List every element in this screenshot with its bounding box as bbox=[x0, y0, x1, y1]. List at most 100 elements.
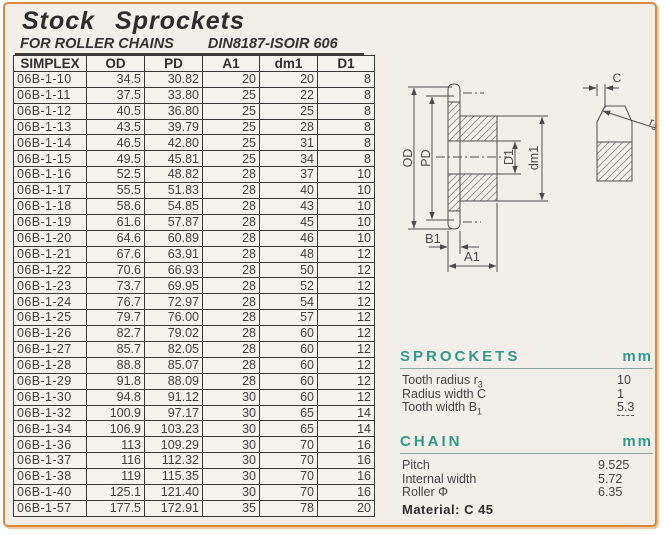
cell-simplex: 06B-1-40 bbox=[13, 484, 87, 501]
cell-d1: 20 bbox=[317, 499, 375, 517]
cell-od: 76.7 bbox=[86, 293, 145, 311]
cell-simplex: 06B-1-32 bbox=[13, 404, 87, 422]
cell-simplex: 06B-1-34 bbox=[13, 420, 87, 438]
cell-d1: 12 bbox=[317, 372, 375, 390]
cell-a1: 30 bbox=[202, 484, 260, 501]
cell-simplex: 06B-1-17 bbox=[13, 182, 87, 200]
column-header-simplex: SIMPLEX bbox=[13, 55, 87, 72]
cell-a1: 30 bbox=[202, 420, 260, 438]
spec-row: Tooth width B1 5.3 bbox=[402, 400, 635, 417]
spec-value: 10 bbox=[617, 373, 631, 387]
cell-a1: 30 bbox=[202, 452, 260, 470]
cell-simplex: 06B-1-28 bbox=[13, 356, 87, 374]
r3-label: r3 bbox=[647, 115, 661, 133]
spec-row: Roller Φ 6.35 bbox=[402, 485, 623, 499]
cell-a1: 28 bbox=[202, 182, 260, 200]
cell-dm1: 46 bbox=[259, 229, 318, 247]
cell-pd: 109.29 bbox=[144, 436, 203, 454]
subtitle-text: FOR ROLLER CHAINS bbox=[20, 36, 174, 52]
cell-simplex: 06B-1-37 bbox=[13, 452, 87, 470]
cell-dm1: 31 bbox=[259, 134, 318, 152]
cell-dm1: 43 bbox=[259, 198, 318, 215]
tooth-profile-hatch bbox=[596, 141, 633, 182]
cell-od: 85.7 bbox=[86, 341, 145, 358]
cell-od: 94.8 bbox=[86, 388, 145, 406]
table-row: 06B-1-14 46.5 42.80 25 31 8 bbox=[13, 134, 375, 152]
spec-row: Radius width C 1 bbox=[402, 386, 624, 401]
cell-od: 55.5 bbox=[86, 182, 145, 200]
cell-d1: 14 bbox=[317, 420, 375, 438]
cell-simplex: 06B-1-30 bbox=[13, 388, 87, 406]
cell-od: 49.5 bbox=[86, 150, 145, 168]
cell-od: 91.8 bbox=[86, 372, 145, 390]
cell-pd: 60.89 bbox=[144, 229, 203, 247]
cell-simplex: 06B-1-25 bbox=[13, 309, 87, 327]
cell-pd: 63.91 bbox=[144, 245, 203, 263]
page-frame: Stock Sprockets FOR ROLLER CHAINS DIN818… bbox=[3, 2, 658, 527]
cell-d1: 16 bbox=[317, 436, 375, 454]
table-row: 06B-1-27 85.7 82.05 28 60 12 bbox=[13, 341, 375, 358]
cell-d1: 12 bbox=[317, 356, 375, 374]
cell-od: 88.8 bbox=[86, 356, 145, 374]
table-row: 06B-1-37 116 112.32 30 70 16 bbox=[13, 452, 375, 470]
table-row: 06B-1-16 52.5 48.82 28 37 10 bbox=[13, 166, 375, 184]
cell-d1: 10 bbox=[317, 198, 375, 215]
sprocket-table: SIMPLEX OD PD A1 dm1 D1 06B-1-10 34.5 30… bbox=[13, 55, 375, 517]
table-row: 06B-1-24 76.7 72.97 28 54 12 bbox=[13, 293, 375, 311]
cell-a1: 30 bbox=[202, 436, 260, 454]
cell-pd: 33.80 bbox=[144, 86, 203, 104]
cell-pd: 115.35 bbox=[144, 468, 203, 486]
cell-od: 79.7 bbox=[86, 309, 145, 327]
standard-ref: DIN8187-ISOIR 606 bbox=[207, 36, 338, 52]
table-row: 06B-1-13 43.5 39.79 25 28 8 bbox=[13, 118, 375, 136]
cell-dm1: 52 bbox=[259, 277, 318, 295]
cell-pd: 79.02 bbox=[144, 325, 203, 343]
spec-row: Pitch 9.525 bbox=[402, 458, 630, 472]
cell-d1: 8 bbox=[317, 102, 375, 120]
dm1-label: dm1 bbox=[527, 146, 541, 170]
cell-a1: 25 bbox=[202, 102, 260, 120]
chain-heading: CHAIN bbox=[400, 433, 463, 450]
cell-pd: 85.07 bbox=[144, 356, 203, 374]
column-header-a1: A1 bbox=[202, 55, 260, 72]
cell-dm1: 50 bbox=[259, 261, 318, 279]
cell-a1: 28 bbox=[202, 213, 260, 231]
cell-dm1: 65 bbox=[259, 404, 318, 422]
subtitle-rule bbox=[15, 53, 364, 55]
cell-pd: 48.82 bbox=[144, 166, 203, 184]
cell-simplex: 06B-1-18 bbox=[13, 198, 87, 215]
cell-simplex: 06B-1-29 bbox=[13, 372, 87, 390]
cell-od: 70.6 bbox=[86, 261, 145, 279]
cell-d1: 8 bbox=[317, 134, 375, 152]
cell-a1: 25 bbox=[202, 118, 260, 136]
cell-a1: 28 bbox=[202, 229, 260, 247]
chain-unit: mm bbox=[622, 433, 653, 450]
table-row: 06B-1-10 34.5 30.82 20 20 8 bbox=[13, 70, 375, 88]
cell-simplex: 06B-1-27 bbox=[13, 341, 87, 358]
column-header-d1: D1 bbox=[317, 55, 375, 72]
cell-pd: 51.83 bbox=[144, 182, 203, 200]
cell-a1: 28 bbox=[202, 277, 260, 295]
hub-upper-hatch bbox=[459, 115, 498, 142]
cell-a1: 28 bbox=[202, 325, 260, 343]
table-row: 06B-1-19 61.6 57.87 28 45 10 bbox=[13, 213, 375, 231]
cell-d1: 10 bbox=[317, 229, 375, 247]
cell-d1: 12 bbox=[317, 277, 375, 295]
cell-pd: 69.95 bbox=[144, 277, 203, 295]
cell-simplex: 06B-1-20 bbox=[13, 229, 87, 247]
cell-a1: 28 bbox=[202, 356, 260, 374]
table-row: 06B-1-25 79.7 76.00 28 57 12 bbox=[13, 309, 375, 327]
cell-pd: 76.00 bbox=[144, 309, 203, 327]
sprockets-section: SPROCKETS mm Tooth radius r3 10 Radius w… bbox=[400, 348, 653, 417]
pd-label: PD bbox=[419, 149, 433, 166]
cell-pd: 82.05 bbox=[144, 341, 203, 358]
cell-a1: 28 bbox=[202, 309, 260, 327]
material-note: Material: C 45 bbox=[402, 502, 494, 517]
od-label: OD bbox=[401, 149, 415, 168]
cell-pd: 54.85 bbox=[144, 198, 203, 215]
table-row: 06B-1-11 37.5 33.80 25 22 8 bbox=[13, 86, 375, 104]
cell-od: 46.5 bbox=[86, 134, 145, 152]
column-header-dm1: dm1 bbox=[259, 55, 318, 72]
cell-d1: 10 bbox=[317, 213, 375, 231]
cell-simplex: 06B-1-19 bbox=[13, 213, 87, 231]
